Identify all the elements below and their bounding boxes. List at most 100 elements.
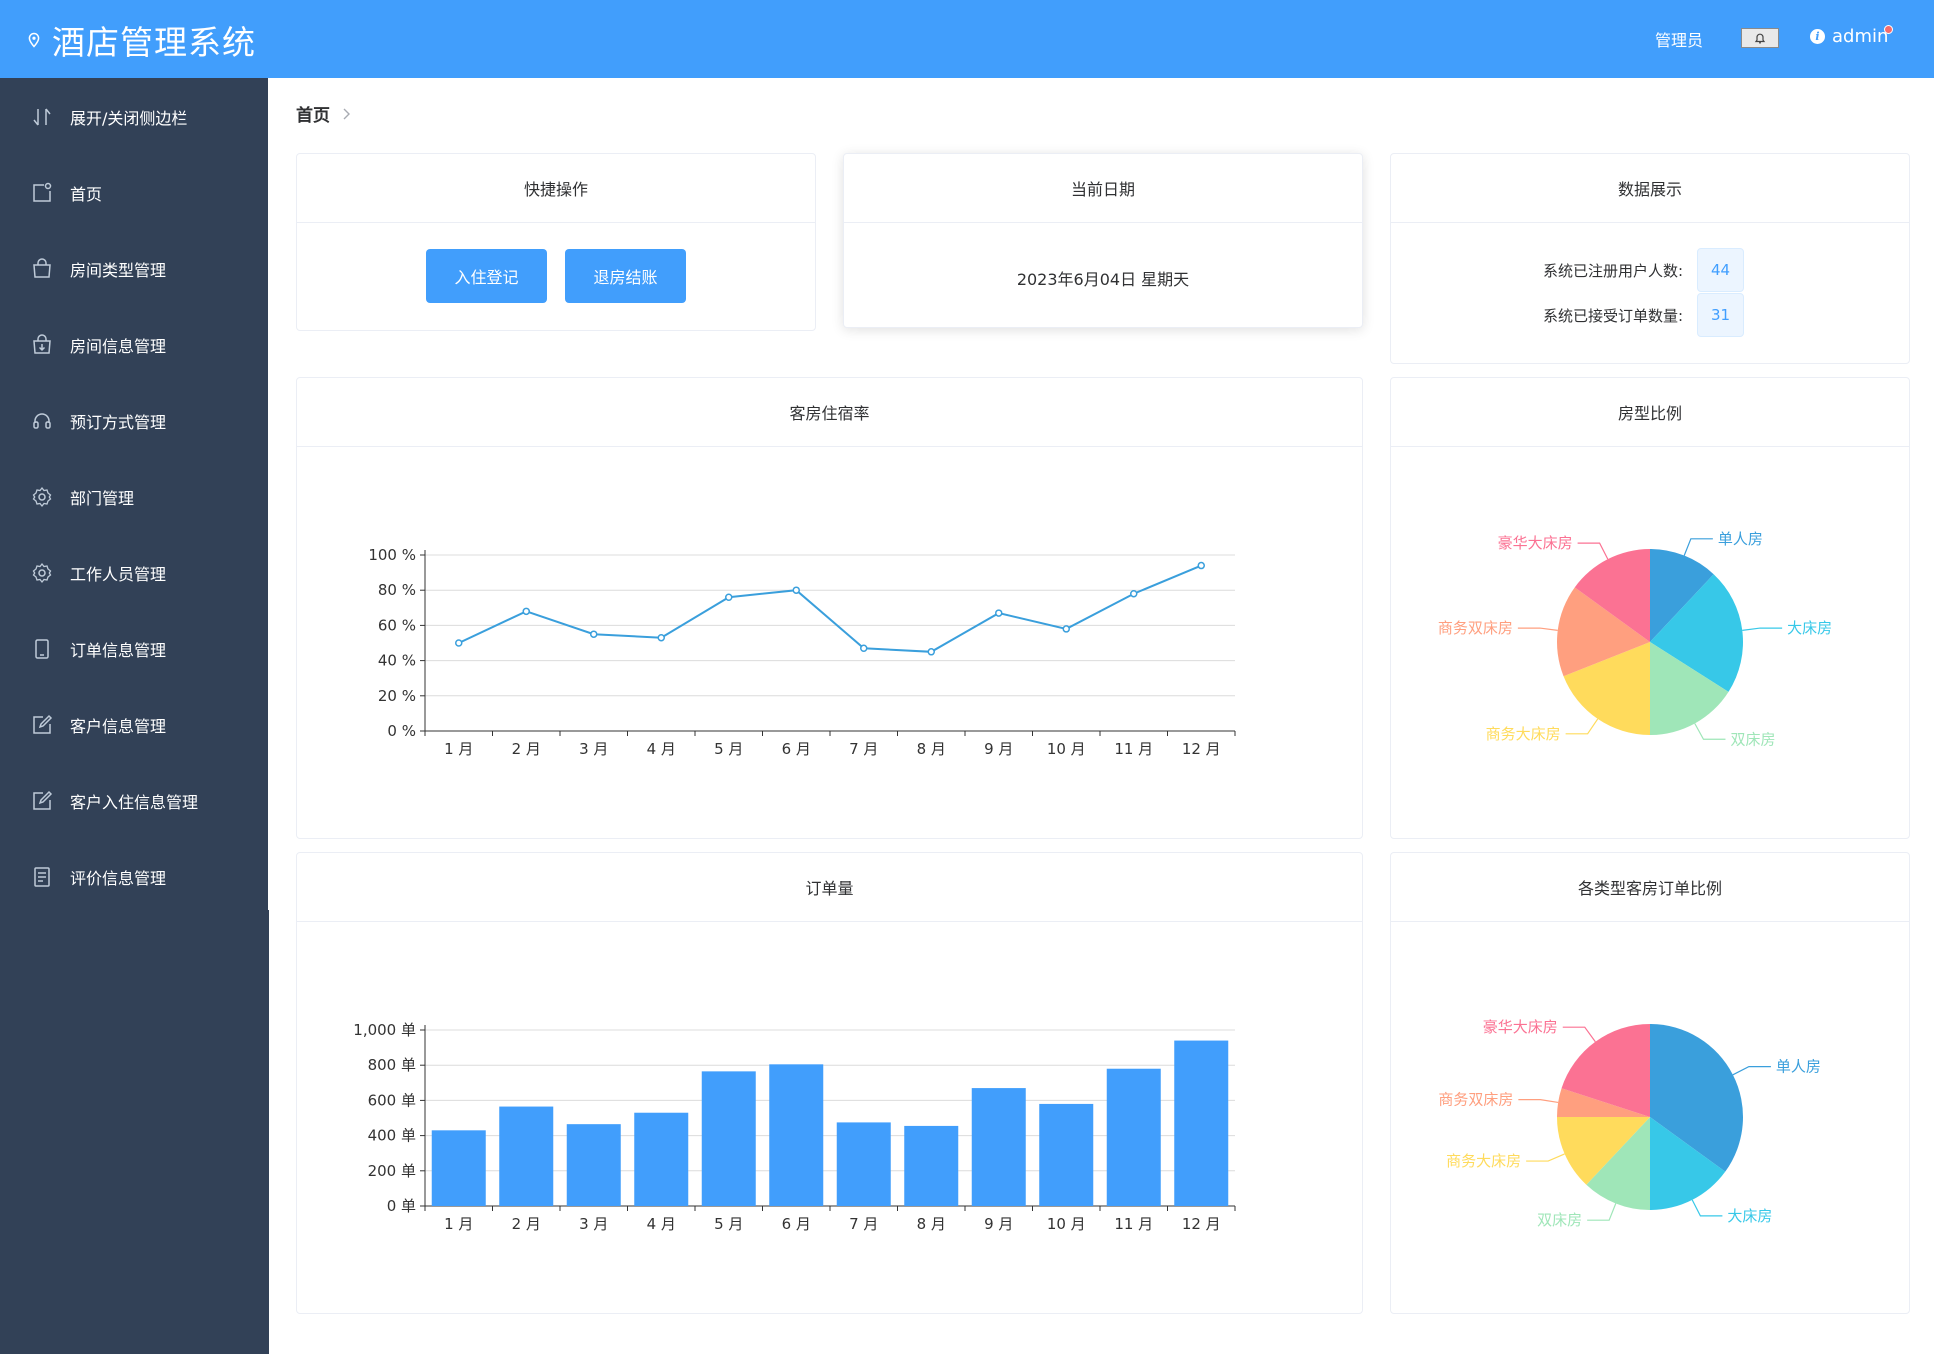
x-tick-label: 4 月 xyxy=(647,1215,676,1233)
occupancy-series-line xyxy=(458,564,1202,653)
x-tick-label: 8 月 xyxy=(917,1215,946,1233)
data-point xyxy=(792,586,800,594)
pie-label: 单人房 xyxy=(1718,530,1763,548)
pie-label: 双床房 xyxy=(1537,1211,1582,1229)
orders-bar-chart: 0 单 200 单 400 单 600 单 800 单 1,000 单 1 月 2 月 3 月 4… xyxy=(353,1021,1236,1233)
bar xyxy=(1106,1068,1161,1206)
sidebar-item-room-info[interactable]: 房间信息管理 xyxy=(0,320,268,370)
pie-label: 商务双床房 xyxy=(1438,1091,1513,1109)
sidebar-item-customers[interactable]: 客户信息管理 xyxy=(0,700,268,750)
x-tick-label: 6 月 xyxy=(782,740,811,758)
bar xyxy=(701,1071,756,1206)
data-point xyxy=(1130,589,1138,598)
notification-button[interactable] xyxy=(1741,28,1779,48)
sidebar-item-label: 客户入住信息管理 xyxy=(70,793,199,812)
sidebar-item-label: 房间信息管理 xyxy=(70,337,167,356)
sidebar-item-label: 展开/关闭侧边栏 xyxy=(70,109,188,128)
edit-icon xyxy=(33,714,53,734)
card-title: 快捷操作 xyxy=(297,154,815,223)
current-date-card: 当前日期 2023年6月04日 星期天 xyxy=(843,153,1363,328)
data-point xyxy=(522,607,530,616)
gear-icon xyxy=(32,562,52,584)
checkin-button[interactable]: 入住登记 xyxy=(426,249,547,303)
stat-value: 44 xyxy=(1697,248,1745,292)
sidebar-item-booking-methods[interactable]: 预订方式管理 xyxy=(0,396,268,446)
data-point xyxy=(995,609,1003,617)
pie-leader-line xyxy=(1526,1153,1565,1162)
bar xyxy=(566,1124,621,1206)
pie-leader-line xyxy=(1587,1203,1617,1221)
pie-slice xyxy=(1650,549,1714,642)
pie-label: 商务双床房 xyxy=(1438,619,1513,637)
app-logo[interactable]: 酒店管理系统 xyxy=(26,16,256,64)
username: admin xyxy=(1832,26,1889,47)
orders-chart-card: 订单量 0 单 200 单 400 单 600 单 800 单 1,000 单 1 月 2 月… xyxy=(296,852,1363,1314)
current-date: 2023年6月04日 星期天 xyxy=(1016,270,1190,289)
pie-label: 豪华大床房 xyxy=(1483,1018,1558,1036)
bar xyxy=(836,1122,891,1206)
user-menu[interactable]: i admin xyxy=(1810,25,1894,47)
sidebar-item-label: 工作人员管理 xyxy=(70,565,167,584)
pie-label: 商务大床房 xyxy=(1486,725,1561,743)
role-label: 管理员 xyxy=(1655,31,1704,50)
checkout-button[interactable]: 退房结账 xyxy=(565,249,686,303)
app-title: 酒店管理系统 xyxy=(52,23,256,62)
x-tick-label: 7 月 xyxy=(849,740,878,758)
pie-label: 大床房 xyxy=(1787,619,1832,637)
sidebar-item-room-types[interactable]: 房间类型管理 xyxy=(0,244,268,294)
x-tick-label: 2 月 xyxy=(512,740,541,758)
x-tick-label: 3 月 xyxy=(579,1215,608,1233)
data-point xyxy=(590,630,598,638)
info-icon: i xyxy=(1810,29,1825,44)
sidebar-item-label: 首页 xyxy=(70,185,103,204)
card-title: 当前日期 xyxy=(844,154,1362,223)
stat-label: 系统已接受订单数量: xyxy=(1543,306,1684,325)
pie-label: 商务大床房 xyxy=(1446,1152,1521,1170)
x-tick-label: 11 月 xyxy=(1114,1215,1153,1233)
sidebar-item-reviews[interactable]: 评价信息管理 xyxy=(0,852,268,902)
data-point xyxy=(860,644,868,653)
x-tick-label: 2 月 xyxy=(512,1215,541,1233)
sidebar-item-checkins[interactable]: 客户入住信息管理 xyxy=(0,776,268,826)
registered-users-stat: 系统已注册用户人数: 44 xyxy=(1543,248,1745,292)
notification-dot xyxy=(1884,25,1894,34)
pie-leader-line xyxy=(1732,1066,1771,1076)
bar xyxy=(769,1064,824,1206)
x-tick-label: 1 月 xyxy=(444,1215,473,1233)
bar xyxy=(904,1125,959,1206)
pie-slice xyxy=(1557,587,1650,677)
y-tick-label: 20 % xyxy=(378,687,416,705)
quick-actions-card: 快捷操作 入住登记 退房结账 xyxy=(296,153,816,331)
sidebar-item-label: 预订方式管理 xyxy=(70,413,167,432)
document-icon xyxy=(34,867,50,887)
pie-label: 大床房 xyxy=(1727,1207,1772,1225)
stat-label: 系统已注册用户人数: xyxy=(1543,261,1684,280)
x-tick-label: 10 月 xyxy=(1047,740,1086,758)
pie-label: 单人房 xyxy=(1776,1058,1821,1076)
bag-icon xyxy=(33,258,51,278)
x-tick-label: 7 月 xyxy=(849,1215,878,1233)
x-tick-label: 10 月 xyxy=(1047,1215,1086,1233)
sidebar-item-label: 客户信息管理 xyxy=(70,717,167,736)
pie-slice xyxy=(1650,642,1729,735)
pie-slice xyxy=(1650,1117,1726,1210)
pie-leader-line xyxy=(1517,627,1558,631)
x-tick-label: 6 月 xyxy=(782,1215,811,1233)
sidebar-item-toggle[interactable]: 展开/关闭侧边栏 xyxy=(0,92,268,142)
y-tick-label: 400 单 xyxy=(368,1127,416,1145)
sidebar-item-departments[interactable]: 部门管理 xyxy=(0,472,268,522)
x-tick-label: 11 月 xyxy=(1114,740,1153,758)
bell-icon xyxy=(1754,33,1766,44)
room-type-pie-card: 房型比例 单人房 大床房 双床房 商务大床房 商务双床房 豪华大床房 xyxy=(1390,377,1910,839)
sidebar-item-staff[interactable]: 工作人员管理 xyxy=(0,548,268,598)
x-tick-label: 4 月 xyxy=(647,740,676,758)
y-tick-label: 200 单 xyxy=(368,1162,416,1180)
sidebar-item-orders[interactable]: 订单信息管理 xyxy=(0,624,268,674)
x-tick-label: 9 月 xyxy=(984,740,1013,758)
pie-leader-line xyxy=(1577,542,1609,560)
occupancy-chart-card: 客房住宿率 0 % 20 % 40 % 60 % 80 % 100 % 1 月 2 月 3 月 4… xyxy=(296,377,1363,839)
bag-download-icon xyxy=(33,334,51,354)
sidebar-item-home[interactable]: 首页 xyxy=(0,168,268,218)
breadcrumb-home[interactable]: 首页 xyxy=(296,106,330,126)
